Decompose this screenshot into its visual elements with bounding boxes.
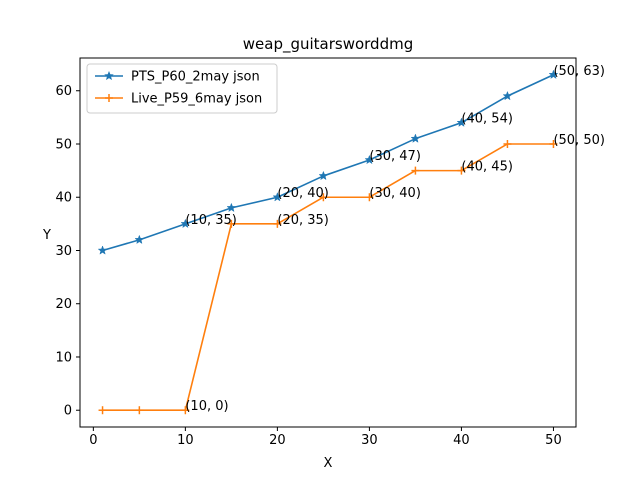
x-tick-label-5: 40 [453, 433, 470, 448]
data-point-marker-2-8 [411, 166, 420, 175]
data-point-marker-2-2 [135, 406, 144, 415]
data-point-marker-2-10 [503, 139, 512, 148]
data-label-10: (50, 50) [553, 133, 605, 148]
x-tick-label-1: 0 [89, 433, 97, 448]
axes-frame [79, 57, 577, 428]
legend-items: PTS_P60_2may json Live_P59_6may json [95, 70, 262, 107]
chart-title: weap_guitarsworddmg [243, 35, 414, 54]
data-point-marker-1-9 [456, 117, 467, 127]
x-tick-label-2: 10 [177, 433, 194, 448]
data-label-3: (30, 47) [369, 149, 421, 164]
y-axis-label: Y [42, 228, 51, 243]
data-point-marker-1-4 [226, 202, 237, 213]
data-point-marker-2-1 [98, 406, 107, 415]
data-label-4: (40, 54) [461, 112, 513, 127]
data-point-marker-2-3 [181, 406, 190, 415]
data-point-marker-1-3 [180, 218, 191, 229]
y-tick-label-2: 10 [55, 350, 72, 365]
data-point-marker-1-11 [548, 69, 559, 79]
data-point-marker-2-5 [273, 219, 282, 228]
legend-marker-1 [104, 70, 114, 81]
data-label-8: (30, 40) [369, 186, 421, 201]
legend-frame [86, 63, 278, 114]
legend: PTS_P60_2may json Live_P59_6may json [86, 63, 278, 114]
data-point-marker-1-10 [502, 90, 513, 101]
series-layer [97, 69, 559, 415]
legend-entry-1: PTS_P60_2may json [95, 70, 260, 85]
data-point-marker-1-6 [318, 170, 329, 181]
data-label-6: (10, 0) [185, 399, 228, 414]
y-tick-label-1: 0 [64, 404, 72, 419]
data-point-marker-2-7 [365, 193, 374, 202]
annotation-layer: (10, 35) (20, 40) (30, 47) (40, 54) (50, 63)… [185, 64, 605, 414]
y-tick-label-6: 50 [55, 137, 72, 152]
y-tick-label-4: 30 [55, 244, 72, 259]
data-label-9: (40, 45) [461, 160, 513, 175]
data-point-marker-2-11 [549, 139, 558, 148]
y-tick-label-5: 40 [55, 191, 72, 206]
data-label-1: (10, 35) [185, 213, 237, 228]
data-point-marker-1-8 [410, 133, 421, 143]
data-label-5: (50, 63) [553, 64, 605, 79]
data-point-marker-2-6 [319, 193, 328, 202]
legend-label-1: PTS_P60_2may json [131, 70, 260, 85]
data-label-7: (20, 35) [277, 213, 329, 228]
x-tick-label-3: 20 [269, 433, 286, 448]
data-point-marker-2-4 [227, 219, 236, 228]
x-tick-label-6: 50 [545, 433, 562, 448]
legend-label-2: Live_P59_6may json [131, 92, 262, 107]
y-tick-label-3: 20 [55, 297, 72, 312]
axes-layer: 0 10 20 30 40 50 0 10 20 30 40 50 60 [55, 57, 577, 448]
data-point-marker-1-7 [364, 154, 375, 165]
y-tick-label-7: 60 [55, 84, 72, 99]
legend-marker-2 [105, 94, 113, 102]
data-point-marker-1-2 [134, 234, 145, 245]
x-tick-label-4: 30 [361, 433, 378, 448]
data-point-marker-1-5 [272, 192, 283, 202]
data-point-marker-2-9 [457, 166, 466, 175]
x-axis-label: X [324, 456, 333, 471]
legend-entry-2: Live_P59_6may json [95, 92, 262, 107]
data-point-marker-1-1 [97, 245, 108, 255]
data-label-2: (20, 40) [277, 186, 329, 201]
